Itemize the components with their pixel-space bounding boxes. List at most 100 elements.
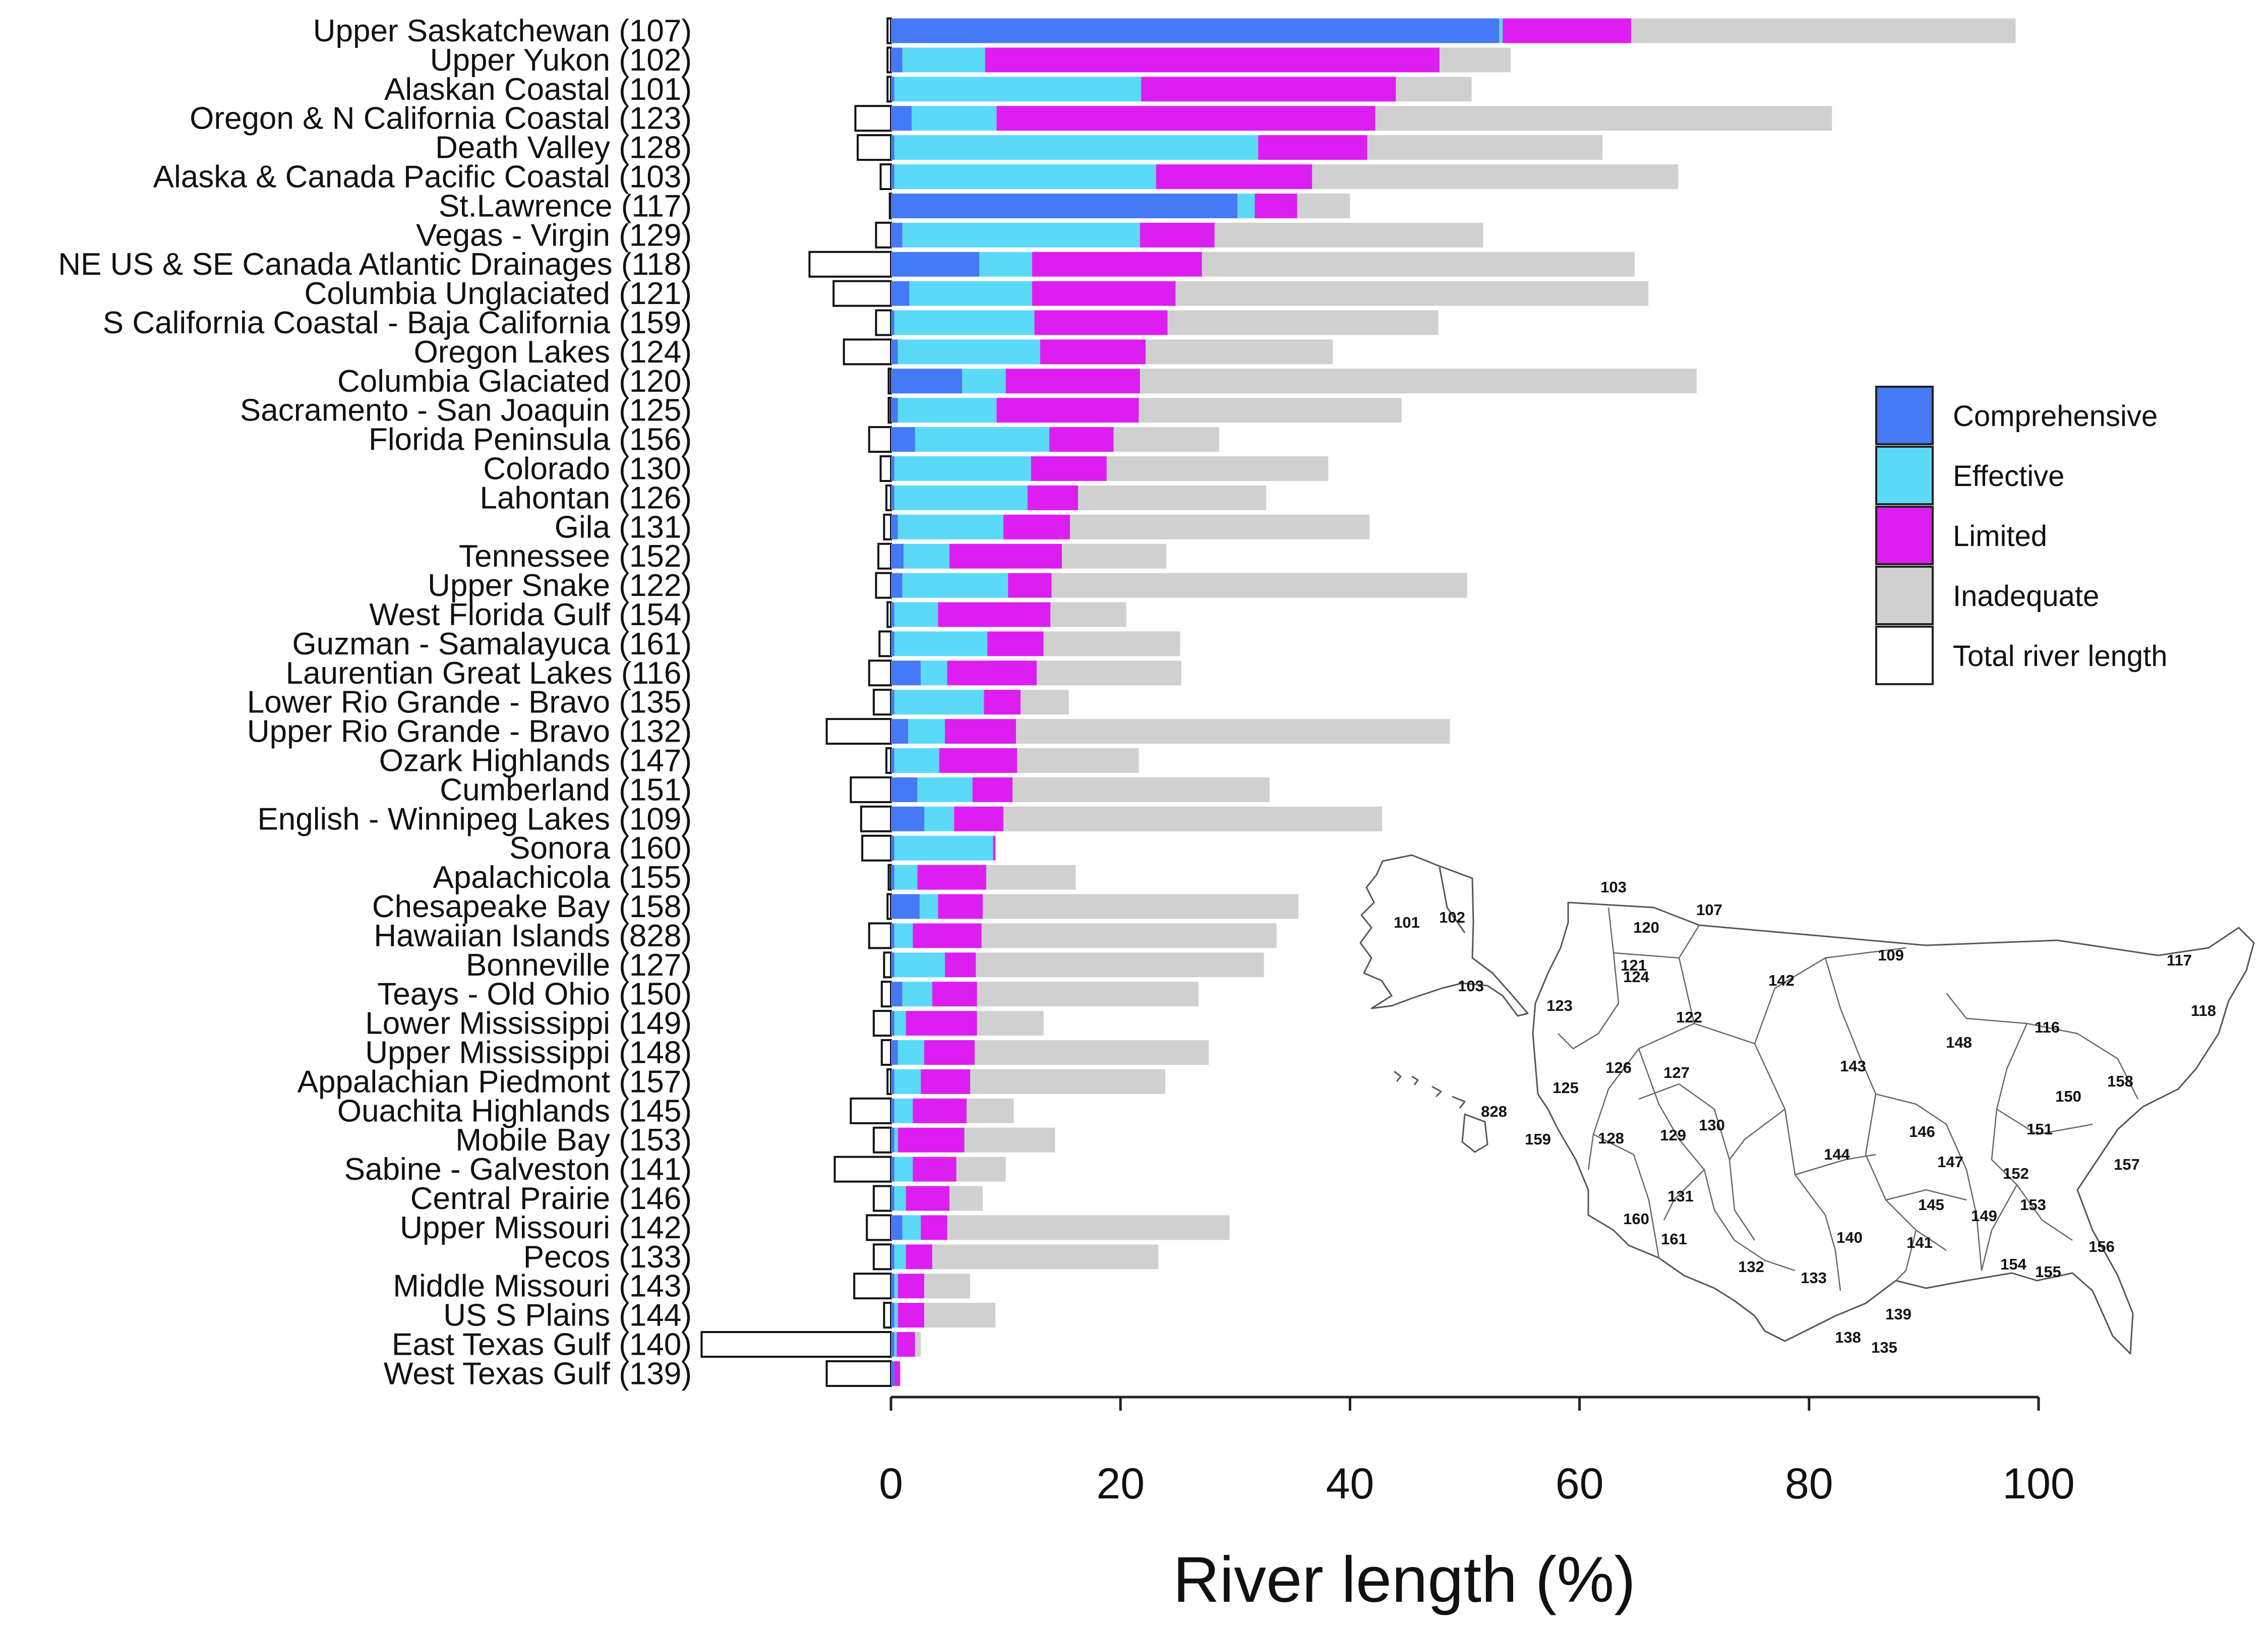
map-region-label: 131 (1667, 1187, 1694, 1205)
map-region-label: 160 (1623, 1210, 1649, 1228)
bar-limited (1049, 427, 1114, 452)
bar-effective (908, 719, 945, 744)
bar-limited (1032, 252, 1202, 277)
bar-comprehensive (891, 1069, 894, 1094)
bar-limited (944, 952, 976, 978)
bar-effective (894, 952, 945, 978)
bar-limited (944, 719, 1017, 744)
map-region-label: 126 (1605, 1059, 1632, 1076)
total-length-bar (872, 689, 892, 716)
bar-effective (898, 398, 997, 423)
bar-inadequate (1202, 252, 1635, 277)
bar-limited (1031, 456, 1107, 481)
total-length-bar (700, 1331, 892, 1358)
x-axis-ticks: 0 20 40 60 80 100 (879, 1397, 2075, 1508)
bar-inadequate (981, 923, 1277, 948)
bar-inadequate (1037, 660, 1181, 686)
bar-effective (909, 281, 1032, 306)
bar-inadequate (915, 1332, 921, 1357)
category-label: East Texas Gulf (140) (392, 1327, 692, 1362)
bar-limited (1027, 485, 1078, 510)
category-label: Cumberland (151) (440, 772, 692, 807)
bar-effective (894, 1332, 897, 1357)
bar-inadequate (1017, 748, 1139, 773)
bar-effective (962, 369, 1006, 394)
x-tick-label: 40 (1326, 1460, 1375, 1508)
map-region-label: 144 (1824, 1145, 1850, 1163)
bar-limited (917, 865, 986, 890)
bar-limited (913, 923, 982, 948)
bar-limited (906, 1244, 932, 1270)
map-region-label: 103 (1600, 878, 1627, 896)
bar-inadequate (975, 1040, 1209, 1065)
bar-comprehensive (891, 835, 894, 861)
bar-inadequate (1016, 719, 1450, 744)
bar-inadequate (924, 1274, 971, 1299)
bar-effective (894, 690, 984, 715)
category-label: Lahontan (126) (480, 480, 692, 515)
bar-limited (906, 1011, 977, 1036)
bar-inadequate (1214, 222, 1483, 248)
bar-inadequate (947, 1215, 1230, 1240)
map-region-label: 116 (2035, 1018, 2060, 1036)
total-length-bar (833, 1156, 892, 1183)
total-length-bar (886, 601, 892, 628)
bar-effective (894, 748, 939, 773)
bar-comprehensive (891, 573, 903, 598)
total-length-bar (850, 776, 892, 803)
bar-limited (921, 1215, 947, 1240)
bar-effective (898, 339, 1040, 365)
x-tick-label: 20 (1096, 1460, 1145, 1508)
bar-comprehensive (891, 1215, 903, 1240)
map-region-label: 121 (1621, 956, 1647, 974)
bar-inadequate (1297, 193, 1350, 218)
map-region-label: 129 (1660, 1126, 1686, 1144)
bar-effective (894, 1098, 913, 1123)
bar-comprehensive (891, 398, 898, 423)
category-label: Chesapeake Bay (158) (372, 889, 692, 924)
total-length-bar (808, 251, 892, 278)
bar-comprehensive (891, 47, 903, 73)
bar-limited (939, 748, 1018, 773)
category-label: Central Prairie (146) (410, 1181, 692, 1216)
category-label: Guzman - Samalayuca (161) (292, 627, 692, 661)
total-length-bar (875, 572, 892, 599)
bar-limited (938, 894, 983, 919)
bar-effective (902, 982, 932, 1007)
bar-inadequate (986, 865, 1076, 890)
category-label: Lower Rio Grande - Bravo (135) (247, 685, 692, 720)
map-region-label: 159 (1525, 1130, 1551, 1148)
category-label: Upper Mississippi (148) (365, 1036, 692, 1070)
bar-limited (913, 1098, 967, 1123)
bar-inadequate (1175, 281, 1649, 306)
category-label: Upper Rio Grande - Bravo (132) (247, 714, 692, 749)
bar-effective (919, 894, 938, 919)
category-label: Appalachian Piedmont (157) (297, 1064, 692, 1099)
map-region-label: 141 (1906, 1234, 1933, 1251)
total-length-bar (887, 864, 892, 891)
category-label: Alaska & Canada Pacific Coastal (103) (153, 160, 692, 195)
bar-inadequate (970, 1069, 1165, 1094)
bar-comprehensive (891, 77, 894, 102)
map-region-label: 153 (2020, 1196, 2046, 1214)
bar-comprehensive (891, 865, 894, 890)
total-length-bar (879, 163, 892, 190)
category-label: West Florida Gulf (154) (369, 597, 692, 632)
legend-swatch (1875, 566, 1934, 625)
bar-inadequate (924, 1303, 996, 1328)
bar-limited (906, 1186, 950, 1211)
bar-effective (894, 164, 1156, 189)
bar-limited (938, 602, 1051, 627)
bar-comprehensive (891, 952, 894, 978)
total-length-bar (868, 659, 892, 687)
bar-inadequate (1140, 369, 1697, 394)
total-length-bar (854, 105, 892, 132)
bar-comprehensive (891, 164, 894, 189)
legend-swatch (1875, 446, 1934, 505)
x-axis-title: River length (%) (1173, 1544, 1636, 1616)
total-length-bar (887, 368, 892, 395)
bar-limited (985, 47, 1440, 73)
total-length-bar (825, 718, 892, 745)
bar-comprehensive (891, 281, 910, 306)
